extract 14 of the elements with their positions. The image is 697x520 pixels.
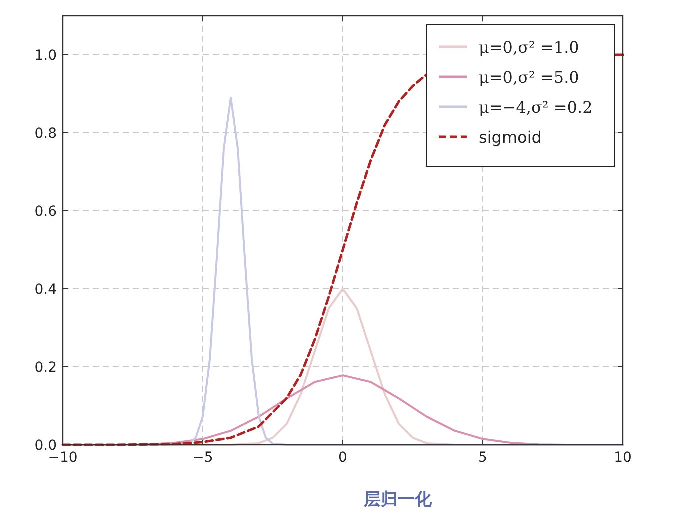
legend-label: μ=0,σ² =5.0 bbox=[479, 68, 580, 87]
y-tick-label: 0.4 bbox=[34, 282, 58, 298]
y-tick-label: 0.8 bbox=[34, 126, 57, 142]
y-tick-label: 1.0 bbox=[34, 48, 57, 64]
x-tick-label: 0 bbox=[338, 450, 348, 466]
y-tick-label: 0.6 bbox=[34, 204, 58, 220]
y-tick-label: 0.2 bbox=[34, 360, 57, 376]
legend-label: μ=0,σ² =1.0 bbox=[479, 38, 580, 57]
text: 层归一化 bbox=[363, 490, 433, 510]
x-tick-label: 10 bbox=[614, 450, 632, 466]
x-tick-label: −5 bbox=[192, 450, 214, 466]
legend-label: μ=−4,σ² =0.2 bbox=[479, 98, 593, 117]
x-tick-label: 5 bbox=[478, 450, 488, 466]
legend-label: sigmoid bbox=[479, 128, 542, 147]
